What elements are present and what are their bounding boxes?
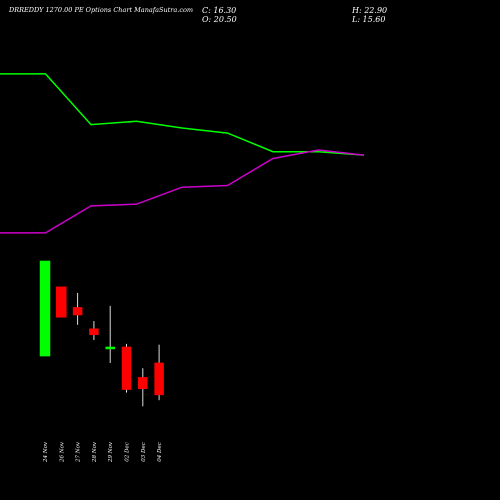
- lower-line-series: [0, 149, 365, 234]
- x-tick-label: 24 Nov: [43, 441, 49, 463]
- candle-body: [72, 307, 83, 316]
- upper-line-series: [0, 73, 365, 156]
- close-value: C: 16.30: [202, 6, 237, 15]
- x-tick-label: 03 Dec: [141, 442, 147, 462]
- high-value: H: 22.90: [352, 6, 388, 15]
- candle-body: [56, 286, 67, 318]
- candle-body: [89, 328, 99, 336]
- x-tick-label: 29 Nov: [108, 441, 114, 463]
- candle-body: [138, 377, 148, 390]
- x-tick-label: 04 Dec: [157, 442, 163, 462]
- candle-body: [121, 346, 132, 390]
- x-tick-label: 28 Nov: [92, 441, 98, 463]
- x-tick-label: 02 Dec: [125, 442, 131, 462]
- candle-body: [105, 346, 115, 350]
- x-tick-label: 27 Nov: [76, 441, 82, 463]
- low-value: L: 15.60: [352, 15, 386, 24]
- open-value: O: 20.50: [202, 15, 237, 24]
- x-tick-label: 26 Nov: [59, 441, 65, 463]
- chart-title: DRREDDY 1270.00 PE Options Chart ManafaS…: [9, 6, 194, 14]
- candle-body: [39, 260, 51, 357]
- candle-body: [154, 362, 164, 396]
